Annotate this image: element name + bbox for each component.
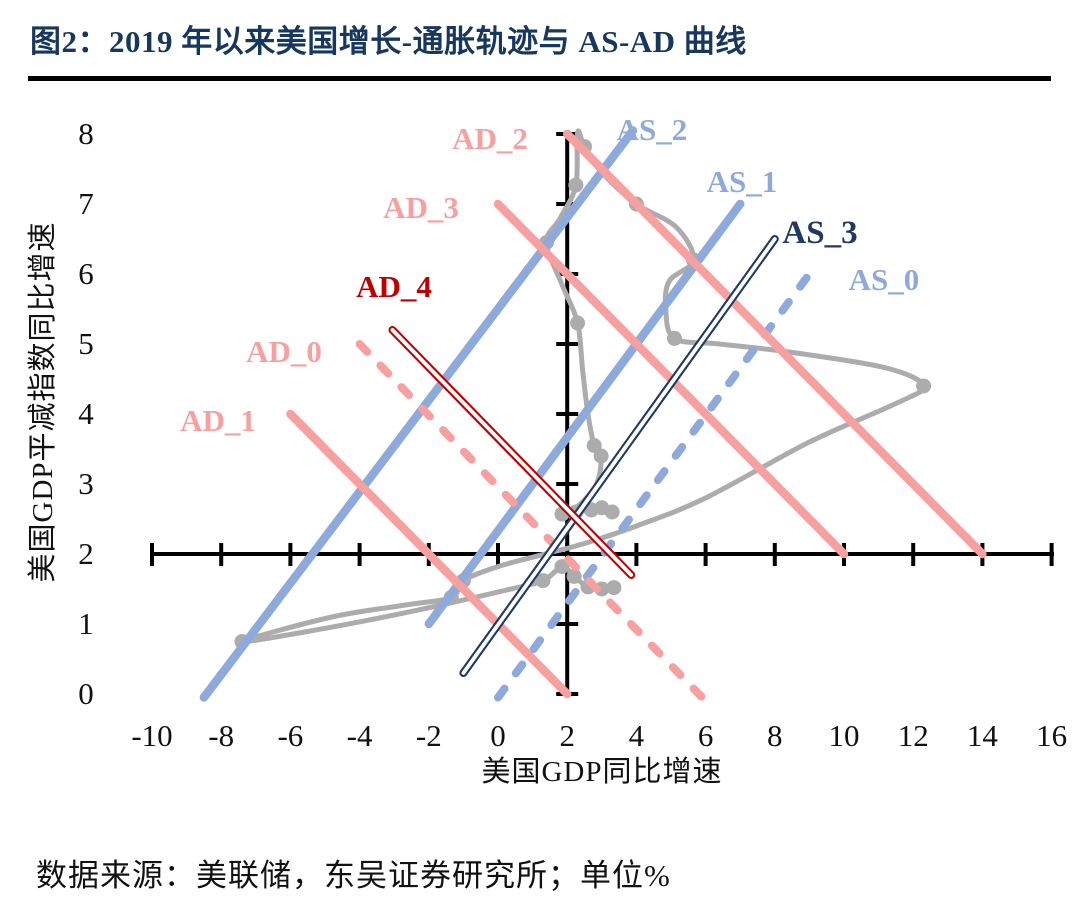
x-tick-label: 0 bbox=[490, 718, 506, 753]
x-tick-label: 8 bbox=[767, 718, 783, 753]
y-tick-label: 7 bbox=[78, 186, 94, 221]
trajectory-point bbox=[606, 580, 622, 596]
x-tick-label: -6 bbox=[277, 718, 303, 753]
y-tick-label: 8 bbox=[78, 116, 94, 151]
title-divider bbox=[28, 76, 1051, 81]
line-AS_1 bbox=[424, 199, 745, 629]
trajectory-point bbox=[593, 448, 609, 464]
as-ad-lines bbox=[199, 126, 987, 705]
trajectory-series bbox=[234, 128, 932, 649]
trajectory-point bbox=[554, 559, 570, 575]
y-tick-label: 2 bbox=[78, 536, 94, 571]
line-AS_2 bbox=[199, 126, 638, 702]
trajectory-point bbox=[604, 504, 620, 520]
trajectory-curve bbox=[239, 128, 927, 645]
y-tick-label: 0 bbox=[78, 676, 94, 711]
x-tick-label: 12 bbox=[898, 718, 929, 753]
source-note: 数据来源：美联储，东吴证券研究所；单位% bbox=[36, 858, 671, 893]
x-tick-label: 14 bbox=[967, 718, 999, 753]
x-tick-label: 10 bbox=[829, 718, 860, 753]
x-tick-label: -8 bbox=[208, 718, 234, 753]
x-tick-label: 2 bbox=[559, 718, 575, 753]
label-AD_2: AD_2 bbox=[452, 121, 528, 156]
y-tick-label: 6 bbox=[78, 256, 94, 291]
label-AD_4: AD_4 bbox=[356, 269, 432, 304]
line-AS_3-inner bbox=[461, 237, 777, 675]
x-tick-label: 4 bbox=[629, 718, 645, 753]
y-tick-label: 5 bbox=[78, 326, 94, 361]
trajectory-point bbox=[916, 378, 932, 394]
line-AD_2 bbox=[562, 129, 987, 559]
label-AS_2: AS_2 bbox=[617, 112, 688, 147]
line-AD_1 bbox=[286, 409, 572, 699]
line-AD_4-inner bbox=[390, 328, 634, 577]
trajectory-point bbox=[666, 330, 682, 346]
x-tick-label: -4 bbox=[347, 718, 373, 753]
y-axis-title: 美国GDP平减指数同比增速 bbox=[26, 221, 59, 582]
label-AS_3: AS_3 bbox=[782, 215, 857, 251]
label-AD_3: AD_3 bbox=[383, 190, 459, 225]
label-AD_0: AD_0 bbox=[246, 334, 322, 369]
y-tick-label: 4 bbox=[78, 396, 94, 431]
trajectory-point bbox=[570, 315, 586, 331]
label-AS_1: AS_1 bbox=[707, 164, 778, 199]
y-tick-label: 1 bbox=[78, 606, 94, 641]
axes bbox=[150, 130, 1054, 697]
trajectory-point bbox=[535, 573, 551, 589]
x-tick-label: -2 bbox=[416, 718, 442, 753]
line-AD_0 bbox=[355, 340, 710, 705]
y-tick-label: 3 bbox=[78, 466, 94, 501]
x-axis-title: 美国GDP同比增速 bbox=[481, 755, 722, 788]
curve-labels: AS_2 AS_1 AS_0 AD_1 AD_2 AD_3 AD_0 AS_3 AD_4 bbox=[180, 112, 919, 438]
label-AD_1: AD_1 bbox=[180, 403, 256, 438]
label-AS_0: AS_0 bbox=[849, 262, 920, 297]
x-tick-label: 6 bbox=[698, 718, 714, 753]
x-tick-label: -10 bbox=[131, 718, 172, 753]
line-AS_0 bbox=[494, 270, 814, 702]
trajectory-point bbox=[568, 177, 584, 193]
figure-title: 图2：2019 年以来美国增长-通胀轨迹与 AS-AD 曲线 bbox=[30, 24, 747, 59]
x-tick-label: 16 bbox=[1036, 718, 1067, 753]
trajectory-point bbox=[566, 568, 582, 584]
